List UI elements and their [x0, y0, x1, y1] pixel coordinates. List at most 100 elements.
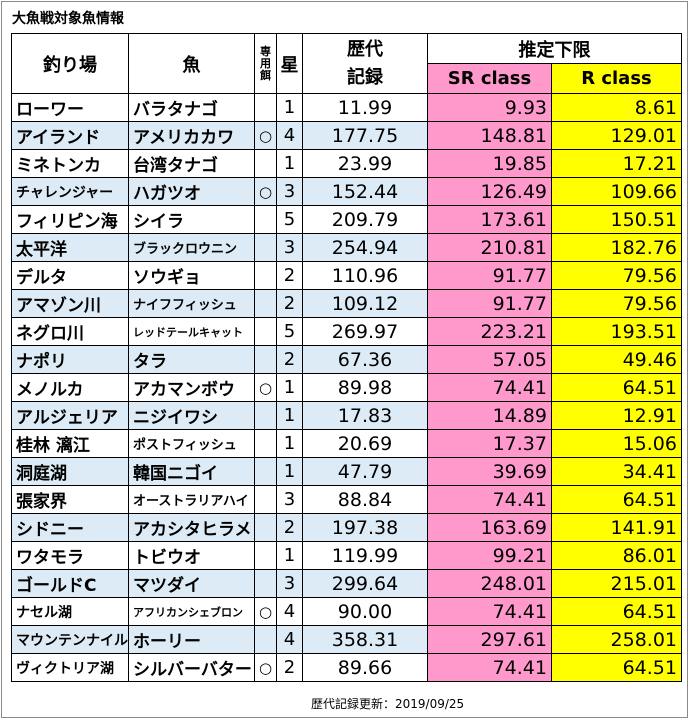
table-row: メノルカ アカマンボウ ○ 1 89.98 74.41 64.51: [11, 373, 682, 402]
r-class-cell: 64.51: [551, 373, 682, 402]
sr-class-cell: 17.37: [427, 429, 552, 458]
bait-cell: [254, 149, 277, 178]
sr-class-cell: 99.21: [427, 541, 552, 570]
star-cell: 2: [276, 345, 303, 374]
table-row: ヴィクトリア湖 シルバーバター ○ 2 89.66 74.41 64.51: [11, 653, 682, 682]
r-class-cell: 12.91: [551, 401, 682, 430]
star-cell: 3: [276, 485, 303, 514]
star-cell: 2: [276, 261, 303, 290]
place-cell: アイランド: [11, 121, 129, 150]
place-cell: ローワー: [11, 93, 129, 122]
bait-cell: ○: [254, 653, 277, 682]
place-cell: ゴールドC: [11, 569, 129, 598]
sr-class-cell: 148.81: [427, 121, 552, 150]
table-row: 張家界 オーストラリアハイ 3 88.84 74.41 64.51: [11, 485, 682, 514]
place-cell: デルタ: [11, 261, 129, 290]
table-row: 洞庭湖 韓国ニゴイ 1 47.79 39.69 34.41: [11, 457, 682, 486]
bait-cell: [254, 261, 277, 290]
sr-class-cell: 126.49: [427, 177, 552, 206]
table-row: アルジェリア ニジイワシ 1 17.83 14.89 12.91: [11, 401, 682, 430]
r-class-cell: 79.56: [551, 261, 682, 290]
place-cell: チャレンジャー: [11, 177, 129, 206]
fish-cell: バラタナゴ: [128, 93, 255, 122]
r-class-cell: 193.51: [551, 317, 682, 346]
place-cell: アルジェリア: [11, 401, 129, 430]
bait-cell: ○: [254, 177, 277, 206]
bait-cell: [254, 485, 277, 514]
r-class-cell: 8.61: [551, 93, 682, 122]
sr-class-cell: 74.41: [427, 597, 552, 626]
star-cell: 1: [276, 457, 303, 486]
r-class-cell: 34.41: [551, 457, 682, 486]
table-row: アマゾン川 ナイフフィッシュ 2 109.12 91.77 79.56: [11, 289, 682, 318]
bait-cell: [254, 429, 277, 458]
bait-cell: ○: [254, 597, 277, 626]
star-cell: 5: [276, 205, 303, 234]
r-class-cell: 17.21: [551, 149, 682, 178]
place-cell: フィリピン海: [11, 205, 129, 234]
star-cell: 2: [276, 653, 303, 682]
sheet-title: 大魚戦対象魚情報: [12, 11, 124, 27]
place-cell: ナポリ: [11, 345, 129, 374]
star-cell: 4: [276, 121, 303, 150]
bait-cell: [254, 93, 277, 122]
fish-cell: アメリカカワ: [128, 121, 255, 150]
star-cell: 4: [276, 597, 303, 626]
place-cell: 桂林 漓江: [11, 429, 129, 458]
fish-table: 釣り場 魚 専用餌 星 歴代 記録 推定下限 SR class R class …: [11, 33, 682, 682]
sr-class-cell: 74.41: [427, 373, 552, 402]
fish-cell: ブラックロウニン: [128, 233, 255, 262]
record-cell: 20.69: [302, 429, 428, 458]
record-cell: 209.79: [302, 205, 428, 234]
table-row: アイランド アメリカカワ ○ 4 177.75 148.81 129.01: [11, 121, 682, 150]
sr-class-cell: 173.61: [427, 205, 552, 234]
record-cell: 67.36: [302, 345, 428, 374]
r-class-cell: 141.91: [551, 513, 682, 542]
star-cell: 1: [276, 373, 303, 402]
table-row: デルタ ソウギョ 2 110.96 91.77 79.56: [11, 261, 682, 290]
place-cell: アマゾン川: [11, 289, 129, 318]
table-row: ミネトンカ 台湾タナゴ 1 23.99 19.85 17.21: [11, 149, 682, 178]
fish-cell: タラ: [128, 345, 255, 374]
star-cell: 1: [276, 401, 303, 430]
r-class-cell: 64.51: [551, 597, 682, 626]
sr-class-cell: 39.69: [427, 457, 552, 486]
sr-class-cell: 9.93: [427, 93, 552, 122]
star-cell: 1: [276, 541, 303, 570]
fish-cell: トビウオ: [128, 541, 255, 570]
fish-cell: ソウギョ: [128, 261, 255, 290]
place-cell: シドニー: [11, 513, 129, 542]
fish-cell: アカシタヒラメ: [128, 513, 255, 542]
fish-cell: オーストラリアハイ: [128, 485, 255, 514]
record-cell: 254.94: [302, 233, 428, 262]
record-cell: 23.99: [302, 149, 428, 178]
fish-cell: ホーリー: [128, 625, 255, 654]
bait-cell: [254, 317, 277, 346]
r-class-cell: 49.46: [551, 345, 682, 374]
fish-cell: シルバーバター: [128, 653, 255, 682]
star-cell: 1: [276, 149, 303, 178]
sr-class-cell: 74.41: [427, 653, 552, 682]
sr-class-cell: 91.77: [427, 261, 552, 290]
r-class-cell: 215.01: [551, 569, 682, 598]
place-cell: 太平洋: [11, 233, 129, 262]
place-cell: ナセル湖: [11, 597, 129, 626]
bait-cell: [254, 233, 277, 262]
r-class-cell: 258.01: [551, 625, 682, 654]
bait-cell: ○: [254, 373, 277, 402]
record-cell: 177.75: [302, 121, 428, 150]
bait-cell: [254, 513, 277, 542]
record-cell: 90.00: [302, 597, 428, 626]
record-cell: 89.66: [302, 653, 428, 682]
bait-cell: [254, 401, 277, 430]
place-cell: ワタモラ: [11, 541, 129, 570]
fish-cell: ポストフィッシュ: [128, 429, 255, 458]
record-cell: 88.84: [302, 485, 428, 514]
fish-cell: 韓国ニゴイ: [128, 457, 255, 486]
bait-cell: [254, 541, 277, 570]
record-cell: 17.83: [302, 401, 428, 430]
r-class-cell: 15.06: [551, 429, 682, 458]
star-cell: 2: [276, 289, 303, 318]
update-footer: 歴代記録更新：2019/09/25: [311, 697, 465, 711]
